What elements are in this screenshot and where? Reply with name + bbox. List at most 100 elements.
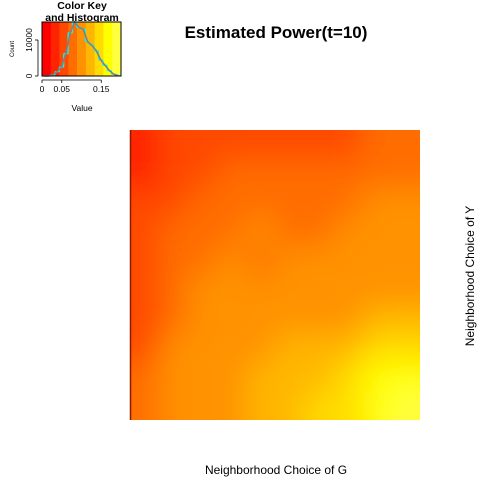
heatmap-cell: [333, 275, 363, 305]
color-key-x-tick-label: 0.15: [93, 84, 110, 94]
heatmap-cell: [391, 391, 420, 420]
heatmap-cell: [217, 217, 247, 247]
heatmap-cell: [159, 159, 189, 189]
color-key-swatch: [103, 22, 113, 76]
heatmap-cell: [246, 188, 276, 218]
color-key-y-axis: 0 10000: [24, 28, 39, 78]
heatmap-cell: [391, 362, 420, 392]
heatmap-cell: [188, 159, 218, 189]
heatmap-cell: [275, 333, 305, 363]
heatmap-cell: [159, 246, 189, 276]
heatmap-cell: [362, 362, 392, 392]
heatmap-cell: [362, 217, 392, 247]
heatmap-cell: [246, 333, 276, 363]
heatmap-cell: [246, 217, 276, 247]
heatmap-cell: [304, 333, 334, 363]
heatmap-cell: [217, 362, 247, 392]
heatmap-cell: [159, 130, 189, 160]
color-key-x-axis: 0 0.05 0.15: [40, 79, 110, 94]
heatmap-cell: [333, 304, 363, 334]
heatmap-cell: [246, 275, 276, 305]
heatmap-cell: [362, 333, 392, 363]
heatmap-cell: [362, 130, 392, 160]
color-key-gradient: [42, 22, 122, 76]
heatmap-cell: [217, 275, 247, 305]
heatmap-cell: [275, 304, 305, 334]
heatmap-cell: [130, 188, 160, 218]
color-key-y-tick-label: 10000: [24, 28, 34, 52]
heatmap-cell: [130, 362, 160, 392]
color-key-swatch: [42, 22, 52, 76]
heatmap-cell: [391, 217, 420, 247]
heatmap-cell: [130, 159, 160, 189]
heatmap-cell: [362, 159, 392, 189]
heatmap-cell: [333, 362, 363, 392]
heatmap-cell: [304, 391, 334, 420]
heatmap-cell: [333, 391, 363, 420]
heatmap-cell: [130, 391, 160, 420]
heatmap-cell: [246, 246, 276, 276]
heatmap-cell: [159, 391, 189, 420]
heatmap-cell: [188, 246, 218, 276]
color-key-swatch: [68, 22, 78, 76]
color-key: Color Key and Histogram 0 0.05 0.15 0 10000…: [10, 0, 122, 113]
x-axis-label: Neighborhood Choice of G: [205, 463, 347, 477]
color-key-swatch: [50, 22, 60, 76]
heatmap-cell: [333, 159, 363, 189]
heatmap-cell: [246, 304, 276, 334]
heatmap-cell: [217, 246, 247, 276]
heatmap-cell: [188, 188, 218, 218]
color-key-x-label: Value: [71, 103, 92, 113]
heatmap-cell: [159, 188, 189, 218]
heatmap-cell: [391, 188, 420, 218]
heatmap-cells: [130, 130, 420, 420]
color-key-swatch: [112, 22, 122, 76]
heatmap-cell: [217, 130, 247, 160]
heatmap-cell: [130, 246, 160, 276]
heatmap-cell: [188, 391, 218, 420]
heatmap-cell: [304, 362, 334, 392]
color-key-swatch: [77, 22, 87, 76]
heatmap-cell: [275, 130, 305, 160]
heatmap-cell: [304, 217, 334, 247]
color-key-y-tick-label: 0: [24, 73, 34, 78]
heatmap-cell: [304, 246, 334, 276]
heatmap-cell: [159, 362, 189, 392]
heatmap-cell: [391, 246, 420, 276]
heatmap-cell: [188, 362, 218, 392]
heatmap-cell: [188, 130, 218, 160]
heatmap-cell: [130, 130, 160, 160]
heatmap-cell: [275, 188, 305, 218]
heatmap-cell: [333, 217, 363, 247]
color-key-x-tick-label: 0.05: [53, 84, 70, 94]
heatmap-cell: [362, 275, 392, 305]
heatmap-cell: [362, 304, 392, 334]
heatmap-cell: [333, 246, 363, 276]
heatmap-cell: [217, 159, 247, 189]
color-key-swatch: [94, 22, 104, 76]
heatmap-cell: [246, 130, 276, 160]
heatmap-cell: [130, 333, 160, 363]
heatmap-cell: [159, 333, 189, 363]
heatmap-cell: [275, 275, 305, 305]
heatmap-cell: [130, 217, 160, 247]
heatmap-cell: [188, 304, 218, 334]
heatmap-cell: [391, 304, 420, 334]
heatmap-cell: [246, 391, 276, 420]
heatmap: [129, 130, 420, 420]
heatmap-cell: [217, 391, 247, 420]
heatmap-cell: [362, 391, 392, 420]
heatmap-cell: [275, 391, 305, 420]
heatmap-cell: [159, 217, 189, 247]
color-key-frame: [41, 21, 122, 77]
heatmap-cell: [362, 188, 392, 218]
heatmap-cell: [217, 188, 247, 218]
color-key-title-line-2: and Histogram: [45, 12, 119, 24]
heatmap-cell: [333, 333, 363, 363]
heatmap-cell: [304, 304, 334, 334]
heatmap-cell: [275, 246, 305, 276]
heatmap-cell: [188, 217, 218, 247]
heatmap-cell: [333, 130, 363, 160]
heatmap-cell: [304, 188, 334, 218]
